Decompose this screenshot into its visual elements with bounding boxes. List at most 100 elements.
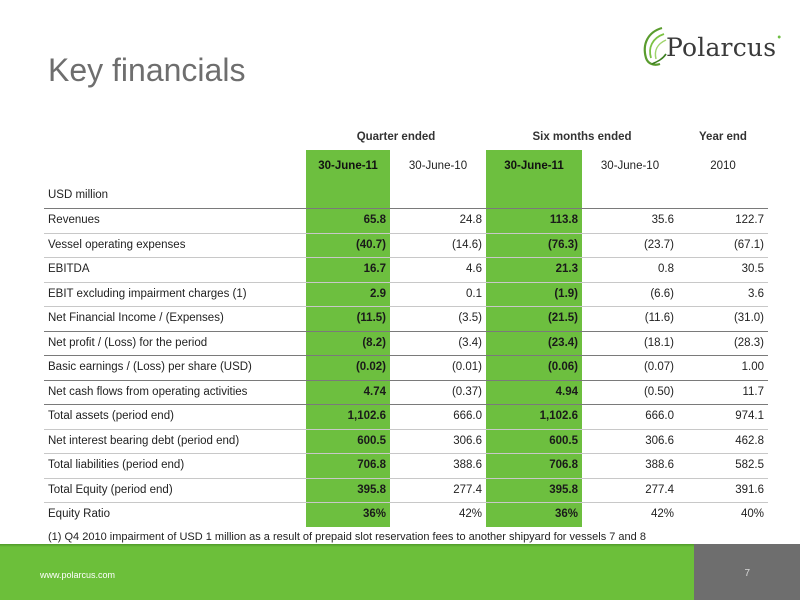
table-cell: 122.7: [678, 208, 768, 233]
unit-spacer: [678, 182, 768, 208]
column-header: 30-June-10: [600, 160, 660, 172]
table-cell: 36%: [486, 502, 582, 527]
table-cell: 30.5: [678, 257, 768, 282]
row-label: Total liabilities (period end): [44, 453, 306, 478]
table-cell: 2.9: [306, 281, 390, 306]
column-header: 2010: [710, 160, 736, 172]
table-cell: 395.8: [306, 477, 390, 502]
table-cell: 21.3: [486, 257, 582, 282]
table-cell: (28.3): [678, 330, 768, 356]
row-label: Total assets (period end): [44, 404, 306, 429]
unit-label: USD million: [48, 189, 109, 201]
table-cell: 0.1: [390, 281, 486, 307]
row-label: Total Equity (period end): [44, 477, 306, 503]
unit-spacer: [582, 182, 678, 208]
column-header: 30-June-11: [486, 150, 582, 182]
table-cell: (3.5): [390, 306, 486, 331]
footer-bar: www.polarcus.com 7: [0, 544, 800, 600]
table-cell: (0.06): [486, 355, 582, 380]
page-number: 7: [744, 568, 750, 579]
company-logo: Polarcus•: [640, 24, 783, 74]
table-cell: 974.1: [678, 404, 768, 429]
table-cell: 35.6: [582, 208, 678, 233]
column-header: 30-June-10: [408, 160, 468, 172]
table-cell: 706.8: [486, 453, 582, 478]
table-cell: 666.0: [390, 404, 486, 429]
table-cell: 462.8: [678, 428, 768, 454]
row-label: Net Financial Income / (Expenses): [44, 306, 306, 331]
row-label: Revenues: [44, 208, 306, 233]
table-cell: 277.4: [582, 477, 678, 503]
table-cell: (6.6): [582, 281, 678, 307]
row-label: Net cash flows from operating activities: [44, 379, 306, 405]
table-cell: 4.74: [306, 379, 390, 404]
table-cell: (21.5): [486, 306, 582, 331]
table-cell: 395.8: [486, 477, 582, 502]
table-cell: (11.5): [306, 306, 390, 331]
table-cell: 1,102.6: [486, 404, 582, 429]
table-cell: 1.00: [678, 355, 768, 380]
table-cell: 42%: [390, 502, 486, 527]
table-cell: 306.6: [582, 428, 678, 454]
table-cell: (18.1): [582, 330, 678, 356]
table-cell: (0.02): [306, 355, 390, 380]
footer-url: www.polarcus.com: [40, 570, 116, 580]
row-label: Equity Ratio: [44, 502, 306, 527]
table-cell: (3.4): [390, 330, 486, 356]
header-spacer: [44, 124, 306, 150]
table-cell: 391.6: [678, 477, 768, 503]
table-cell: 16.7: [306, 257, 390, 282]
unit-spacer: [306, 182, 390, 208]
unit-spacer: [390, 182, 486, 208]
table-cell: 388.6: [390, 453, 486, 478]
table-cell: 706.8: [306, 453, 390, 478]
row-label: EBIT excluding impairment charges (1): [44, 281, 306, 307]
table-cell: 306.6: [390, 428, 486, 454]
table-cell: 4.6: [390, 257, 486, 282]
table-cell: (23.7): [582, 232, 678, 258]
table-cell: 65.8: [306, 208, 390, 233]
row-label: Net profit / (Loss) for the period: [44, 330, 306, 356]
row-label: Vessel operating expenses: [44, 232, 306, 258]
polarcus-leaf-icon: [643, 26, 667, 66]
table-cell: 42%: [582, 502, 678, 527]
table-cell: (23.4): [486, 330, 582, 355]
key-financials-table: Quarter ended Six months ended Year end …: [44, 124, 768, 543]
table-cell: (14.6): [390, 232, 486, 258]
footnote: (1) Q4 2010 impairment of USD 1 million …: [48, 530, 646, 543]
table-cell: 3.6: [678, 281, 768, 307]
table-cell: 600.5: [306, 428, 390, 453]
table-cell: (0.07): [582, 355, 678, 380]
table-cell: 36%: [306, 502, 390, 527]
table-cell: 388.6: [582, 453, 678, 478]
table-cell: (76.3): [486, 232, 582, 257]
footer-page-box: 7: [694, 544, 800, 600]
logo-dot: •: [776, 33, 783, 44]
table-cell: (1.9): [486, 281, 582, 306]
table-cell: 0.8: [582, 257, 678, 282]
table-cell: (0.50): [582, 379, 678, 405]
table-cell: 582.5: [678, 453, 768, 478]
row-label: Net interest bearing debt (period end): [44, 428, 306, 454]
group-header-quarter: Quarter ended: [356, 131, 436, 143]
row-label: EBITDA: [44, 257, 306, 282]
table-cell: 666.0: [582, 404, 678, 429]
group-header-year: Year end: [699, 131, 747, 143]
table-cell: (31.0): [678, 306, 768, 331]
row-label: Basic earnings / (Loss) per share (USD): [44, 355, 306, 380]
table-cell: 40%: [678, 502, 768, 527]
table-cell: (67.1): [678, 232, 768, 258]
table-cell: (0.37): [390, 379, 486, 405]
column-header: 30-June-11: [306, 150, 390, 182]
table-cell: (40.7): [306, 232, 390, 257]
unit-spacer: [486, 182, 582, 208]
table-cell: 600.5: [486, 428, 582, 453]
table-cell: 11.7: [678, 379, 768, 405]
group-header-six-months: Six months ended: [532, 131, 632, 143]
table-cell: 1,102.6: [306, 404, 390, 429]
table-cell: 4.94: [486, 379, 582, 404]
table-cell: (8.2): [306, 330, 390, 355]
logo-text: Polarcus•: [666, 33, 783, 62]
table-cell: (0.01): [390, 355, 486, 380]
table-cell: (11.6): [582, 306, 678, 331]
